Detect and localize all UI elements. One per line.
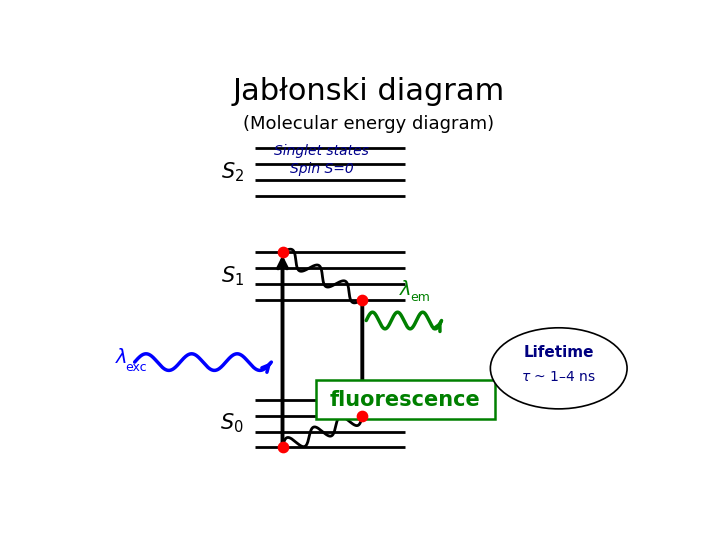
Text: $\lambda$: $\lambda$ [399, 280, 411, 299]
Text: fluorescence: fluorescence [330, 389, 481, 409]
Text: $\lambda$: $\lambda$ [114, 348, 127, 367]
Text: em: em [410, 291, 431, 304]
Text: Lifetime: Lifetime [523, 345, 594, 360]
Text: $S_2$: $S_2$ [221, 160, 244, 184]
Point [356, 411, 368, 420]
Text: $\tau$ ~ 1–4 ns: $\tau$ ~ 1–4 ns [521, 370, 596, 384]
Text: $S_0$: $S_0$ [220, 412, 244, 435]
Ellipse shape [490, 328, 627, 409]
Text: $S_1$: $S_1$ [221, 264, 244, 288]
Point [276, 248, 288, 256]
FancyBboxPatch shape [316, 380, 495, 419]
Point [356, 295, 368, 304]
Text: exc: exc [125, 361, 147, 374]
Text: Singlet states
Spin S=0: Singlet states Spin S=0 [274, 144, 369, 176]
Text: (Molecular energy diagram): (Molecular energy diagram) [243, 114, 495, 133]
Text: Jabłonski diagram: Jabłonski diagram [233, 77, 505, 106]
Point [276, 443, 288, 451]
